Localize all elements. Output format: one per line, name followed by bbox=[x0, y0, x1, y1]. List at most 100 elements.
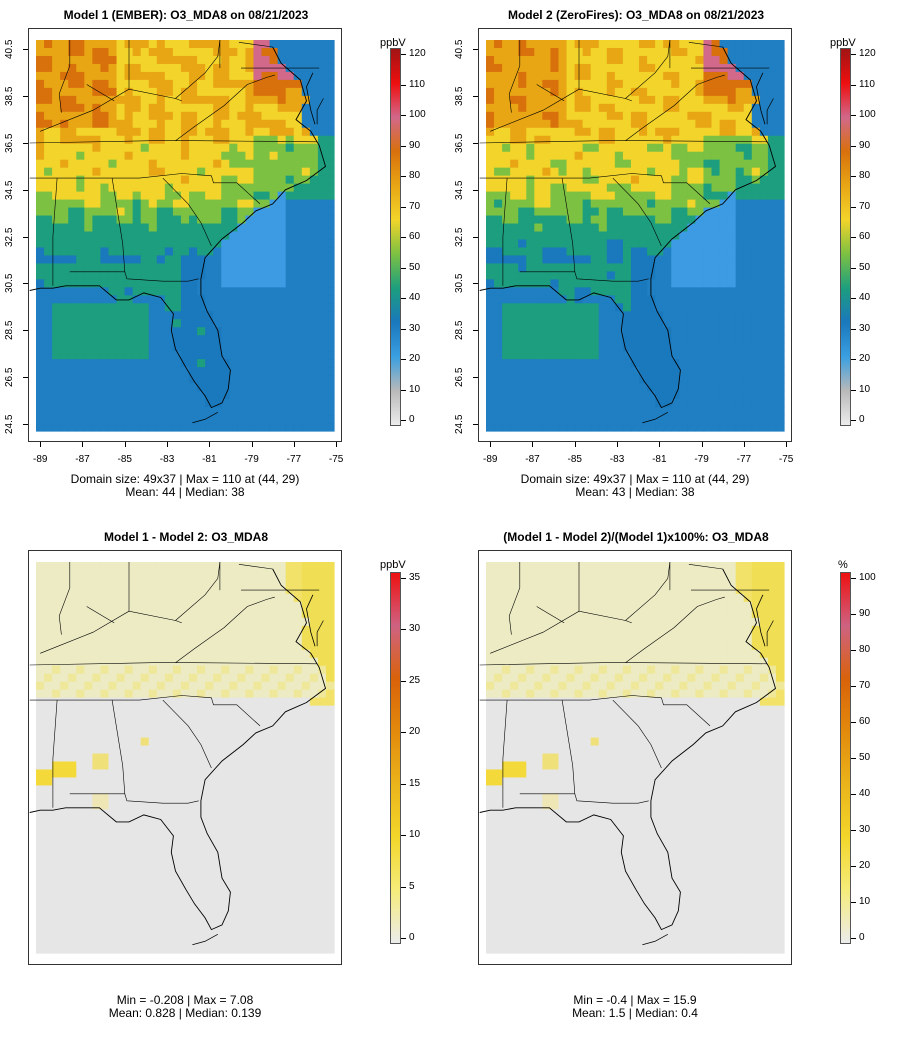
colorbar-label: 40 bbox=[409, 292, 421, 303]
x-axis-label: -77 bbox=[286, 454, 302, 465]
panel2-colorbar: 0 10 20 30 40 50 60 70 80 90 100 110 120 bbox=[840, 48, 900, 426]
colorbar-tick bbox=[401, 115, 406, 116]
y-axis-label: 34.5 bbox=[454, 180, 465, 200]
colorbar-label: 10 bbox=[409, 829, 421, 841]
y-axis-label: 24.5 bbox=[454, 414, 465, 434]
colorbar-label: 110 bbox=[409, 78, 425, 90]
panel3-stats-line1: Min = -0.208 | Max = 7.08 bbox=[116, 993, 254, 1007]
y-axis-label: 30.5 bbox=[454, 273, 465, 294]
colorbar-label: 60 bbox=[859, 231, 871, 242]
colorbar-tick bbox=[851, 420, 856, 421]
colorbar-label: 40 bbox=[859, 788, 871, 799]
x-axis-tick bbox=[786, 442, 788, 447]
colorbar-tick bbox=[401, 578, 406, 579]
panel4-stats-line2: Mean: 1.5 | Median: 0.4 bbox=[572, 1006, 698, 1020]
x-axis-tick bbox=[251, 442, 253, 447]
x-axis-label: -83 bbox=[609, 454, 625, 465]
colorbar-label: 50 bbox=[409, 261, 421, 273]
panel3-map bbox=[28, 550, 342, 965]
colorbar-label: 20 bbox=[409, 353, 421, 364]
x-axis-label: -87 bbox=[75, 454, 90, 465]
colorbar-tick bbox=[401, 783, 406, 785]
x-axis-label: -81 bbox=[652, 454, 667, 465]
y-axis-tick bbox=[23, 189, 28, 191]
colorbar-label: 120 bbox=[859, 48, 876, 59]
x-axis-label: -83 bbox=[159, 454, 175, 465]
x-axis-tick bbox=[701, 442, 703, 447]
panel4-unit: % bbox=[838, 559, 848, 571]
x-axis-label: -87 bbox=[525, 454, 540, 465]
panel4-title: (Model 1 - Model 2)/(Model 1)x100%: O3_M… bbox=[503, 530, 769, 544]
y-axis-tick bbox=[473, 423, 478, 425]
colorbar-gradient bbox=[840, 572, 851, 944]
colorbar-tick bbox=[851, 650, 856, 651]
y-axis-tick bbox=[23, 143, 28, 145]
colorbar-label: 30 bbox=[409, 322, 421, 334]
colorbar-tick bbox=[851, 722, 856, 723]
y-axis-label: 32.5 bbox=[4, 226, 15, 247]
panel2-stats-line2: Mean: 43 | Median: 38 bbox=[575, 485, 695, 499]
colorbar-label: 100 bbox=[859, 109, 876, 120]
colorbar-tick bbox=[851, 84, 856, 86]
colorbar-tick bbox=[851, 176, 856, 177]
y-axis-tick bbox=[23, 423, 28, 425]
y-axis-tick bbox=[473, 96, 478, 98]
y-axis-label: 28.5 bbox=[4, 320, 15, 341]
x-axis-tick bbox=[743, 442, 745, 447]
panel3-unit: ppbV bbox=[380, 559, 406, 571]
x-axis-tick bbox=[490, 442, 492, 447]
x-axis-tick bbox=[532, 442, 534, 447]
panel4-colorbar: 0 10 20 30 40 50 60 70 80 90 100 bbox=[840, 572, 900, 944]
y-axis-tick bbox=[473, 330, 478, 332]
colorbar-label: 0 bbox=[859, 932, 865, 943]
x-axis-tick bbox=[82, 442, 84, 447]
colorbar-tick bbox=[851, 267, 856, 269]
colorbar-gradient bbox=[390, 572, 401, 944]
x-axis-tick bbox=[336, 442, 338, 447]
panel1-unit: ppbV bbox=[380, 37, 406, 49]
y-axis-tick bbox=[473, 377, 478, 379]
colorbar-label: 70 bbox=[859, 200, 871, 212]
colorbar-tick bbox=[851, 328, 856, 330]
panel1-stats-line1: Domain size: 49x37 | Max = 110 at (44, 2… bbox=[70, 472, 300, 486]
y-axis-label: 26.5 bbox=[454, 367, 465, 387]
colorbar-label: 10 bbox=[859, 896, 871, 907]
y-axis-label: 24.5 bbox=[4, 414, 15, 434]
y-axis-tick bbox=[23, 283, 28, 285]
x-axis-label: -89 bbox=[32, 454, 48, 465]
colorbar-label: 0 bbox=[409, 932, 415, 943]
x-axis-tick bbox=[293, 442, 295, 447]
colorbar-gradient bbox=[840, 48, 851, 426]
colorbar-label: 0 bbox=[859, 414, 865, 425]
y-axis-tick bbox=[473, 143, 478, 145]
colorbar-tick bbox=[851, 794, 856, 795]
panel1-title: Model 1 (EMBER): O3_MDA8 on 08/21/2023 bbox=[63, 8, 309, 22]
colorbar-tick bbox=[851, 54, 856, 55]
colorbar-label: 5 bbox=[409, 880, 415, 892]
x-axis-label: -85 bbox=[117, 454, 132, 465]
panel2-x-axis: -89 -87 -85 -83 -81 -79 -77 -75 bbox=[478, 442, 793, 466]
x-axis-tick bbox=[617, 442, 619, 447]
colorbar-tick bbox=[851, 866, 856, 867]
panel2-unit: ppbV bbox=[830, 37, 856, 49]
y-axis-label: 38.5 bbox=[454, 86, 465, 106]
colorbar-label: 90 bbox=[859, 608, 871, 619]
x-axis-label: -89 bbox=[482, 454, 498, 465]
colorbar-label: 70 bbox=[859, 680, 871, 691]
colorbar-tick bbox=[401, 359, 406, 360]
y-axis-tick bbox=[473, 189, 478, 191]
x-axis-tick bbox=[659, 442, 661, 447]
panel2-y-axis: 24.5 26.5 28.5 30.5 32.5 34.5 36.5 38.5 40.5 bbox=[450, 28, 478, 442]
colorbar-label: 80 bbox=[859, 170, 871, 181]
panel3-stats-line2: Mean: 0.828 | Median: 0.139 bbox=[108, 1006, 262, 1020]
colorbar-label: 35 bbox=[409, 572, 421, 583]
x-axis-tick bbox=[167, 442, 169, 447]
y-axis-label: 26.5 bbox=[4, 367, 15, 387]
colorbar-label: 20 bbox=[859, 860, 871, 871]
panel1-map bbox=[28, 28, 342, 442]
colorbar-label: 60 bbox=[859, 716, 871, 727]
colorbar-tick bbox=[401, 54, 406, 55]
colorbar-tick bbox=[401, 420, 406, 421]
y-axis-tick bbox=[23, 330, 28, 332]
colorbar-tick bbox=[401, 938, 406, 939]
